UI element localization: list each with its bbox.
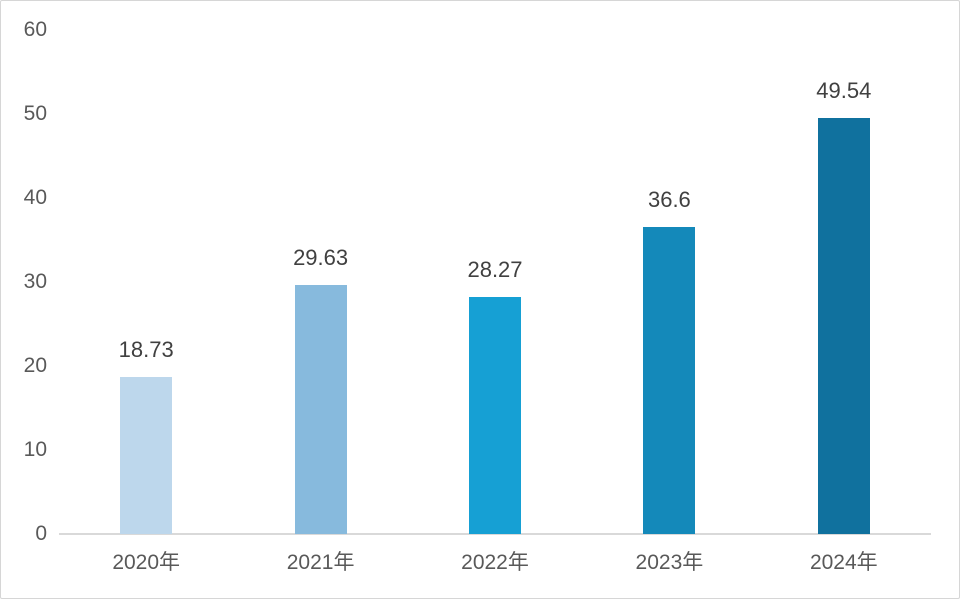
x-tick-label: 2024年 [809, 551, 878, 574]
data-label: 49.54 [816, 77, 872, 103]
x-axis-line [59, 533, 931, 535]
y-tick-label: 30 [23, 270, 47, 293]
x-tick-label: 2022年 [461, 551, 529, 574]
y-tick-label: 60 [23, 18, 47, 41]
data-label: 18.73 [118, 336, 174, 362]
data-label: 28.27 [467, 256, 523, 282]
data-label: 36.6 [647, 186, 691, 212]
bar-2020年 [120, 376, 173, 534]
y-tick-label: 0 [35, 522, 47, 545]
data-label: 29.63 [293, 245, 349, 271]
y-tick-label: 10 [23, 438, 47, 461]
x-tick-label: 2020年 [112, 551, 181, 574]
y-tick-label: 20 [23, 354, 47, 377]
bar-2021年 [294, 285, 347, 534]
bar-2023年 [643, 226, 696, 534]
bar-2024年 [817, 117, 870, 534]
bar-2022年 [469, 296, 521, 534]
x-tick-label: 2023年 [635, 551, 704, 574]
y-tick-label: 40 [23, 186, 47, 209]
y-tick-label: 50 [23, 102, 47, 125]
x-tick-label: 2021年 [286, 551, 355, 574]
